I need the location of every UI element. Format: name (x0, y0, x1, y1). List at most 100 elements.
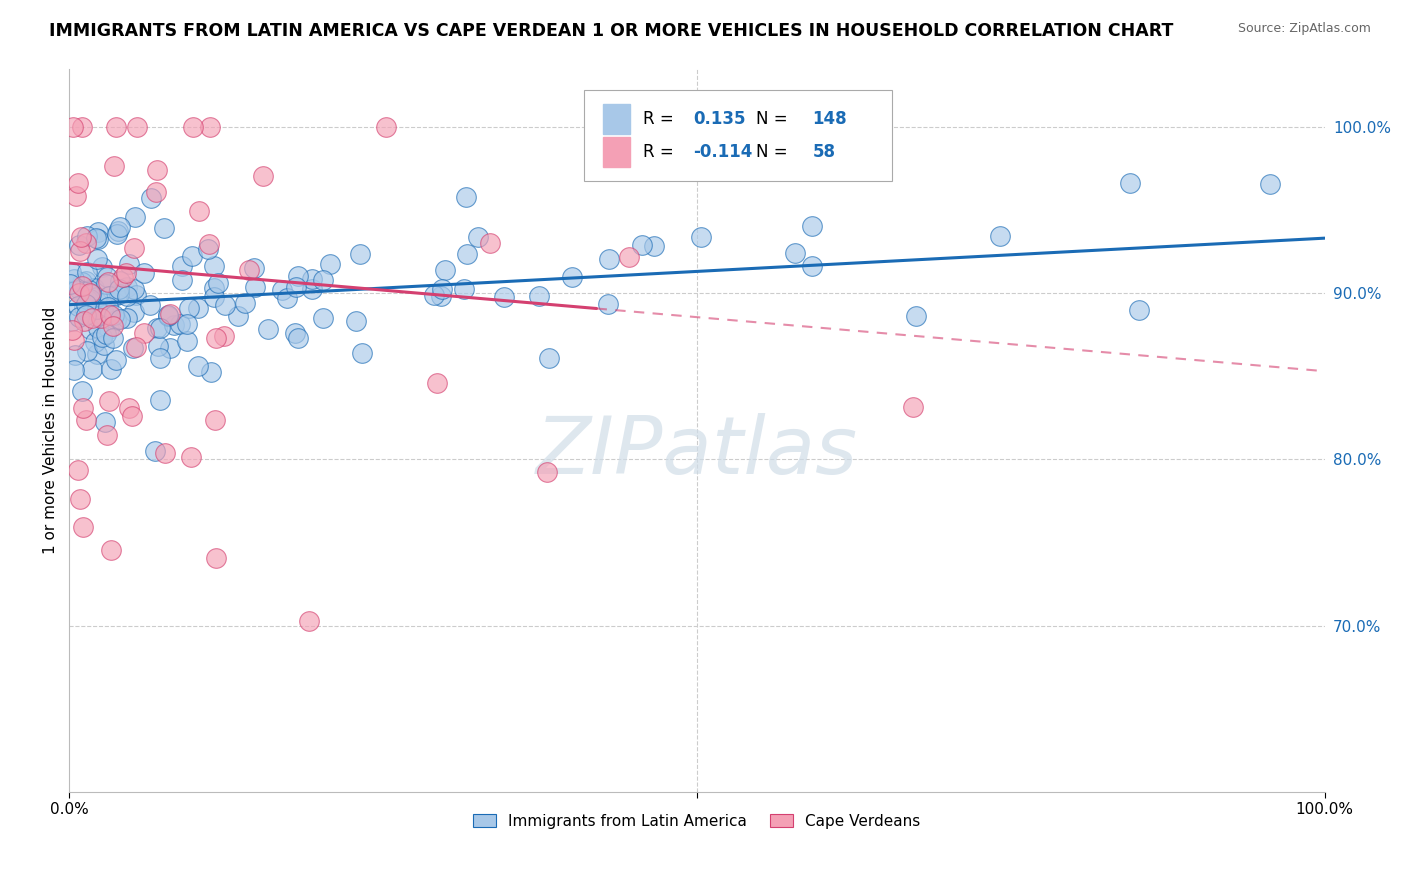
Point (690, 229, 713, 244)
Point (122, 282, 145, 296)
Point (65, 189, 87, 203)
Point (67, 285, 90, 300)
Point (349, 247, 371, 261)
Point (77, 306, 100, 320)
Point (204, 413, 226, 427)
Point (180, 450, 202, 464)
Point (101, 318, 124, 333)
Point (783, 246, 806, 260)
Point (170, 259, 193, 273)
Point (97, 275, 120, 289)
Point (454, 190, 477, 204)
Point (83, 334, 105, 349)
Point (62, 120, 84, 134)
Point (202, 281, 225, 295)
Point (243, 279, 266, 293)
Point (97, 394, 120, 409)
Text: 0.135: 0.135 (693, 110, 745, 128)
Point (62, 363, 84, 377)
Point (75, 273, 97, 287)
Point (70, 279, 93, 293)
Point (145, 186, 167, 200)
Point (727, 124, 749, 138)
Point (76, 228, 98, 243)
Point (110, 219, 132, 234)
Point (94, 277, 117, 291)
Point (318, 257, 340, 271)
Point (159, 341, 181, 355)
Point (63, 333, 86, 347)
Point (146, 162, 169, 177)
Point (238, 262, 260, 277)
Point (433, 262, 456, 277)
Point (94, 326, 117, 341)
Point (256, 322, 278, 336)
Point (65, 348, 87, 362)
Point (596, 297, 619, 311)
Point (127, 120, 149, 134)
Point (83, 281, 105, 295)
Point (243, 260, 266, 275)
Point (202, 290, 225, 304)
Point (69, 244, 91, 258)
Point (478, 235, 501, 250)
Point (198, 120, 221, 134)
Point (287, 268, 309, 283)
Point (70, 275, 93, 289)
Point (103, 159, 125, 173)
Point (284, 280, 307, 294)
Point (139, 191, 162, 205)
Point (598, 252, 620, 266)
Point (103, 331, 125, 345)
Point (134, 326, 156, 341)
Point (91, 330, 114, 344)
Point (86, 252, 108, 266)
Point (90, 311, 112, 326)
Point (86, 290, 108, 304)
Point (301, 272, 323, 286)
Point (97, 300, 120, 314)
Point (96, 305, 118, 319)
Point (66, 299, 89, 313)
Point (146, 338, 169, 352)
Point (72, 401, 94, 415)
Point (60, 323, 83, 337)
Text: R =: R = (643, 110, 679, 128)
Point (75, 413, 97, 427)
Point (100, 361, 122, 376)
Point (98, 322, 121, 336)
Point (176, 317, 198, 331)
Point (901, 401, 924, 415)
Point (104, 352, 127, 367)
Y-axis label: 1 or more Vehicles in Household: 1 or more Vehicles in Household (44, 307, 58, 554)
Point (207, 277, 229, 291)
Point (617, 251, 640, 265)
Point (70, 120, 93, 134)
Point (86, 231, 108, 245)
Point (67, 176, 90, 190)
Point (146, 321, 169, 335)
Point (346, 314, 368, 328)
Point (180, 250, 202, 264)
Point (118, 257, 141, 271)
Point (205, 331, 228, 345)
Point (73, 313, 96, 327)
Point (67, 282, 90, 296)
Point (527, 289, 550, 303)
Point (148, 351, 170, 366)
Point (115, 279, 138, 293)
Text: N =: N = (756, 143, 793, 161)
Point (426, 376, 449, 390)
Point (198, 237, 221, 252)
Point (100, 543, 122, 558)
Point (453, 282, 475, 296)
Point (87, 321, 110, 335)
Point (149, 393, 172, 408)
Point (73, 301, 96, 315)
Point (75, 308, 97, 322)
Point (187, 204, 209, 219)
Point (202, 259, 225, 273)
Point (86, 232, 108, 246)
Point (67, 310, 90, 324)
Point (537, 351, 560, 365)
